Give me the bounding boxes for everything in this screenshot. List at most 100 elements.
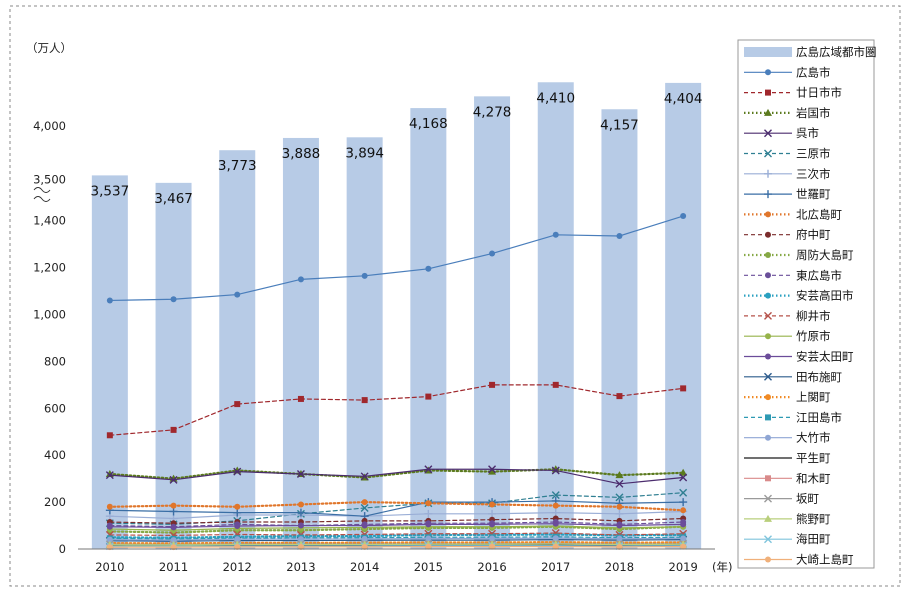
legend-entry: 広島市 [744, 65, 831, 79]
bar-data-label: 4,410 [536, 90, 575, 106]
legend-label: 岩国市 [796, 106, 831, 120]
series-line [108, 468, 685, 480]
data-point [552, 543, 559, 550]
legend-entry: 大竹市 [744, 431, 831, 445]
legend-label: 田布施町 [796, 370, 842, 384]
legend-entry: 呉市 [744, 126, 819, 140]
data-point [425, 265, 432, 272]
legend-label: 安芸太田町 [796, 350, 854, 364]
legend-label: 呉市 [796, 126, 819, 140]
x-tick-label: 2013 [286, 560, 315, 574]
data-point [425, 500, 432, 507]
data-point [361, 543, 368, 550]
data-point [234, 543, 241, 550]
legend-entry: 安芸太田町 [744, 350, 854, 364]
legend-box [737, 39, 875, 569]
data-point [234, 536, 241, 543]
data-point [489, 543, 496, 550]
data-point [488, 509, 497, 518]
data-point [488, 467, 497, 475]
legend-label: 東広島市 [796, 268, 842, 282]
x-tick-label: 2010 [95, 560, 124, 574]
y-tick-label: 1,400 [33, 214, 66, 228]
data-point [615, 471, 624, 479]
series-廿日市市 [106, 381, 687, 439]
y-tick-label-upper: 4,000 [33, 119, 66, 133]
legend-entry: 北広島町 [744, 207, 842, 221]
series-line [109, 543, 684, 546]
legend-label: 三次市 [796, 167, 831, 181]
x-tick-label: 2016 [477, 560, 506, 574]
data-point [680, 535, 687, 542]
legend-entry: 田布施町 [744, 370, 842, 384]
legend-entry: 和木町 [744, 471, 831, 485]
legend-marker [765, 292, 771, 299]
legend-marker [765, 333, 771, 340]
series-line [109, 492, 684, 525]
bar-data-label: 3,467 [154, 191, 193, 207]
data-point [360, 503, 369, 512]
data-point [679, 488, 688, 497]
data-point [615, 493, 624, 502]
series-大崎上島町 [106, 543, 687, 551]
series-安芸太田町 [106, 520, 687, 531]
data-point [296, 469, 305, 478]
bar-data-label: 3,888 [282, 146, 321, 162]
data-point [361, 522, 368, 529]
legend-marker [764, 514, 772, 522]
legend-entry: 世羅町 [744, 187, 831, 201]
y-tick-label: 1,000 [33, 308, 66, 322]
bar-2011 [155, 182, 192, 549]
data-point [679, 473, 688, 482]
data-point [552, 502, 559, 509]
series-line [109, 523, 684, 529]
data-point [680, 385, 687, 392]
legend-entry: 安芸高田市 [744, 289, 854, 303]
x-tick-label: 2019 [669, 560, 698, 574]
legend-entry: 熊野町 [744, 512, 831, 526]
data-point [489, 381, 496, 388]
series-三次市 [105, 507, 688, 523]
data-point [425, 535, 432, 542]
series-line [109, 384, 684, 436]
data-point [616, 503, 623, 510]
bar-2012 [219, 150, 256, 550]
y-axis-unit-label: （万人） [26, 41, 72, 55]
legend-label: 平生町 [796, 451, 831, 465]
legend-marker [765, 231, 771, 238]
data-point [106, 297, 113, 304]
data-point [234, 291, 241, 298]
legend-marker [764, 108, 772, 116]
series-呉市 [105, 465, 688, 488]
legend-label: 廿日市市 [796, 86, 842, 100]
data-point [106, 536, 113, 543]
y-tick-label: 0 [59, 542, 66, 556]
legend-marker [764, 149, 772, 158]
bar-data-label: 4,157 [600, 117, 639, 133]
data-point [552, 231, 559, 238]
bar-data-label: 4,278 [473, 104, 512, 120]
series-line [109, 536, 684, 540]
series-line [109, 532, 684, 537]
x-axis-unit-label: (年) [712, 560, 732, 574]
legend-marker [764, 372, 772, 381]
data-point [680, 543, 687, 550]
data-point [680, 521, 687, 528]
data-point [297, 522, 304, 529]
data-point [551, 466, 560, 475]
data-point [297, 276, 304, 283]
legend-entry: 坂町 [744, 492, 819, 506]
series-line [108, 533, 685, 539]
series-line [108, 501, 685, 512]
data-point [361, 272, 368, 279]
legend-label: 三原市 [796, 147, 831, 161]
y-tick-label: 200 [44, 495, 66, 509]
legend-marker [765, 252, 771, 258]
bar-data-label: 3,773 [218, 158, 257, 174]
legend-label: 府中町 [796, 228, 831, 242]
y-tick-label: 600 [44, 401, 66, 415]
data-point [106, 432, 113, 439]
legend-entry: 三次市 [744, 167, 831, 181]
data-point [616, 535, 623, 542]
data-point [425, 393, 432, 400]
